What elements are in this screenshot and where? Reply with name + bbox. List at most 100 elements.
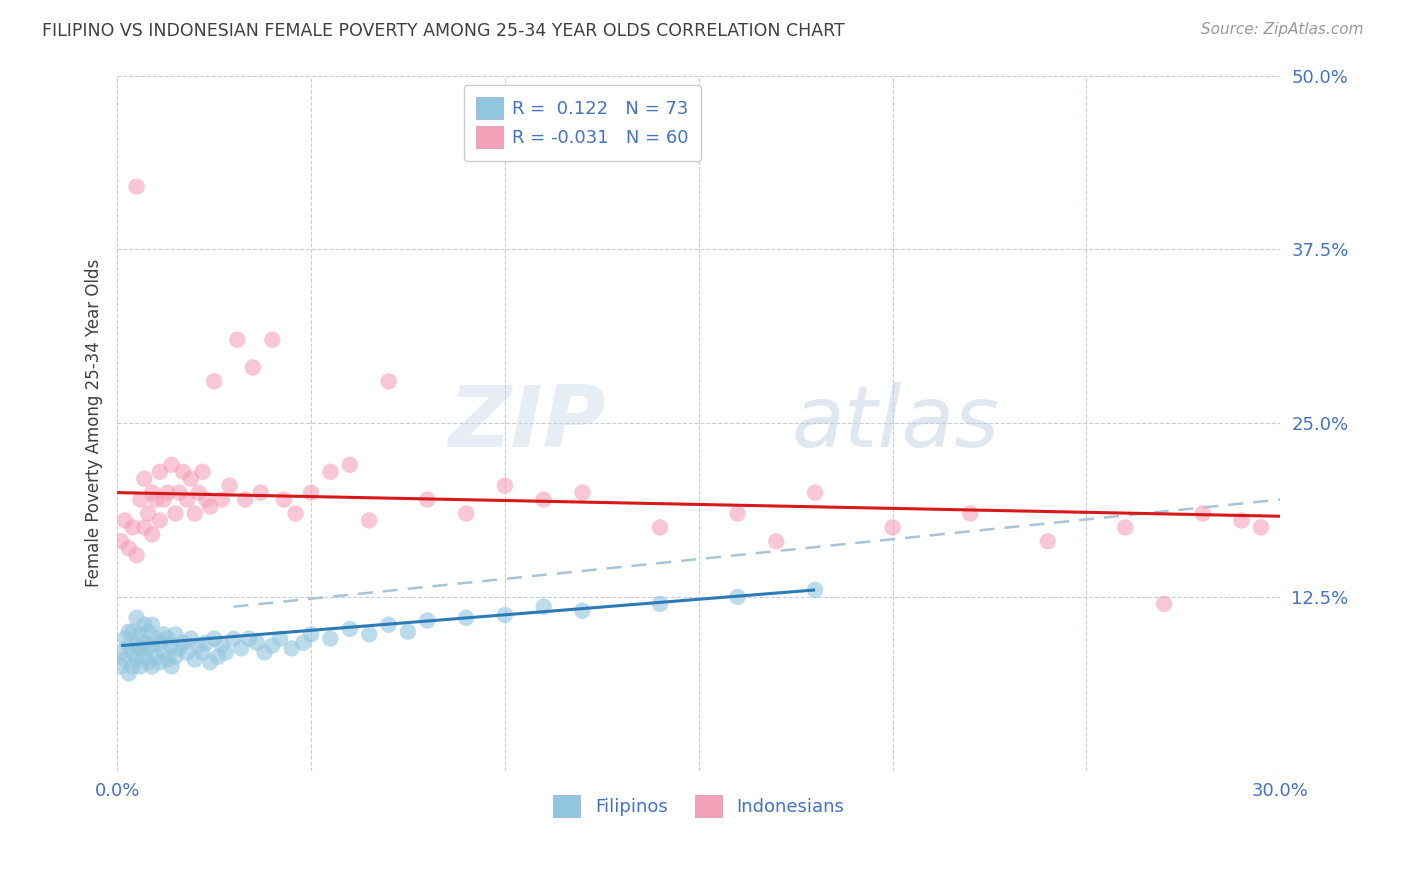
Point — [1191, 507, 1213, 521]
Point — [136, 624, 159, 639]
Point — [249, 485, 271, 500]
Point — [160, 639, 183, 653]
Point — [200, 655, 222, 669]
Point — [180, 472, 202, 486]
Point — [207, 649, 229, 664]
Point — [145, 649, 167, 664]
Point — [156, 485, 179, 500]
Point — [110, 659, 132, 673]
Point — [1036, 534, 1059, 549]
Point — [134, 520, 156, 534]
Text: Source: ZipAtlas.com: Source: ZipAtlas.com — [1201, 22, 1364, 37]
Point — [187, 639, 209, 653]
Point — [211, 492, 233, 507]
Point — [136, 655, 159, 669]
Point — [149, 655, 172, 669]
Point — [292, 636, 315, 650]
Point — [804, 485, 827, 500]
Point — [134, 636, 156, 650]
Point — [118, 666, 141, 681]
Point — [125, 548, 148, 562]
Point — [121, 659, 143, 673]
Point — [134, 649, 156, 664]
Point — [184, 652, 207, 666]
Text: ZIP: ZIP — [449, 382, 606, 465]
Point — [202, 632, 225, 646]
Point — [136, 507, 159, 521]
Point — [141, 617, 163, 632]
Point — [121, 624, 143, 639]
Point — [191, 646, 214, 660]
Point — [172, 636, 194, 650]
Point — [125, 611, 148, 625]
Point — [141, 527, 163, 541]
Point — [533, 492, 555, 507]
Point — [765, 534, 787, 549]
Point — [226, 333, 249, 347]
Point — [149, 636, 172, 650]
Point — [222, 632, 245, 646]
Point — [416, 614, 439, 628]
Point — [152, 627, 174, 641]
Point — [648, 520, 671, 534]
Point — [129, 641, 152, 656]
Point — [118, 541, 141, 556]
Point — [110, 534, 132, 549]
Point — [727, 590, 749, 604]
Point — [118, 624, 141, 639]
Text: FILIPINO VS INDONESIAN FEMALE POVERTY AMONG 25-34 YEAR OLDS CORRELATION CHART: FILIPINO VS INDONESIAN FEMALE POVERTY AM… — [42, 22, 845, 40]
Point — [156, 652, 179, 666]
Point — [129, 627, 152, 641]
Point — [262, 639, 284, 653]
Point — [114, 652, 136, 666]
Point — [273, 492, 295, 507]
Point — [1114, 520, 1136, 534]
Point — [202, 375, 225, 389]
Point — [218, 478, 240, 492]
Point — [141, 485, 163, 500]
Text: atlas: atlas — [792, 382, 1000, 465]
Point — [959, 507, 981, 521]
Point — [246, 636, 269, 650]
Point — [191, 465, 214, 479]
Point — [494, 478, 516, 492]
Point — [125, 179, 148, 194]
Point — [165, 507, 187, 521]
Point — [149, 465, 172, 479]
Point — [299, 627, 322, 641]
Point — [339, 458, 361, 472]
Point — [416, 492, 439, 507]
Point — [233, 492, 256, 507]
Point — [165, 627, 187, 641]
Point — [141, 639, 163, 653]
Point — [396, 624, 419, 639]
Point — [145, 632, 167, 646]
Legend: Filipinos, Indonesians: Filipinos, Indonesians — [546, 788, 852, 824]
Point — [152, 646, 174, 660]
Point — [176, 492, 198, 507]
Point — [727, 507, 749, 521]
Point — [804, 582, 827, 597]
Point — [125, 652, 148, 666]
Point — [184, 507, 207, 521]
Point — [200, 500, 222, 514]
Point — [456, 611, 478, 625]
Point — [648, 597, 671, 611]
Point — [262, 333, 284, 347]
Point — [339, 622, 361, 636]
Point — [110, 646, 132, 660]
Point — [359, 627, 381, 641]
Point — [215, 646, 238, 660]
Point — [167, 485, 190, 500]
Point — [253, 646, 276, 660]
Point — [114, 632, 136, 646]
Point — [299, 485, 322, 500]
Point — [319, 465, 342, 479]
Point — [160, 659, 183, 673]
Point — [149, 513, 172, 527]
Point — [882, 520, 904, 534]
Point — [1153, 597, 1175, 611]
Point — [114, 513, 136, 527]
Point — [195, 492, 218, 507]
Point — [269, 632, 291, 646]
